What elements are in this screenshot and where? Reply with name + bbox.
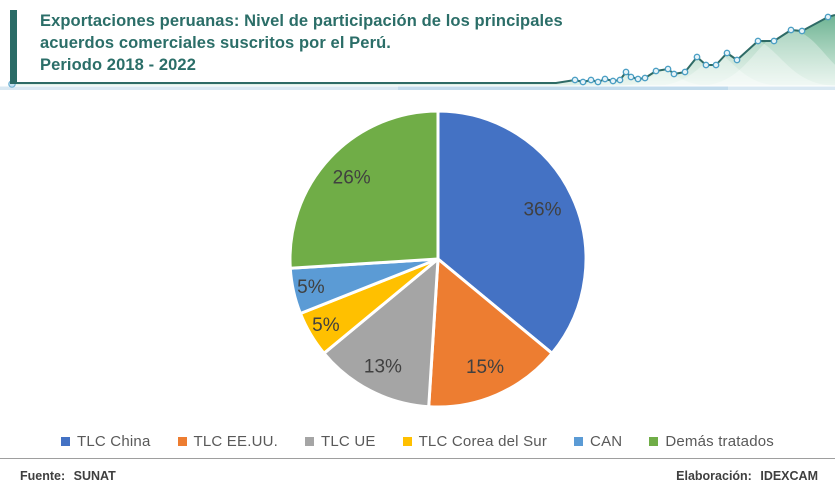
source-credit: Fuente: SUNAT bbox=[20, 469, 116, 483]
pie-chart: 36% 15% 13% 5% 5% 26% bbox=[288, 109, 588, 409]
sparkline-marker bbox=[670, 70, 678, 78]
sparkline-marker bbox=[634, 75, 642, 83]
sparkline-marker bbox=[587, 76, 595, 84]
sparkline-line bbox=[13, 14, 835, 84]
sparkline-marker bbox=[616, 76, 624, 84]
pie-data-label: 15% bbox=[466, 357, 504, 378]
sparkline-marker bbox=[798, 27, 806, 35]
legend-item-dem-s-tratados: Demás tratados bbox=[649, 433, 774, 450]
legend-label: Demás tratados bbox=[665, 432, 774, 450]
source-label: Fuente: bbox=[20, 469, 66, 483]
legend-swatch bbox=[61, 436, 70, 446]
elaboration-value: IDEXCAM bbox=[760, 469, 818, 483]
sparkline-marker bbox=[681, 68, 689, 76]
footer: Fuente: SUNAT Elaboración: IDEXCAM bbox=[20, 469, 818, 483]
sparkline-marker bbox=[787, 26, 795, 34]
sparkline-marker bbox=[664, 65, 672, 73]
pie-data-label: 13% bbox=[364, 357, 402, 378]
legend-swatch bbox=[649, 436, 659, 446]
pie-data-label: 5% bbox=[297, 277, 325, 298]
legend-item-can: CAN bbox=[574, 433, 622, 450]
sparkline-area bbox=[13, 15, 835, 86]
sparkline-marker bbox=[609, 77, 617, 85]
sparkline-marker bbox=[641, 74, 649, 82]
pie-slice-tlc-ue bbox=[322, 257, 440, 409]
legend-swatch bbox=[305, 436, 315, 446]
legend-item-tlc-ee-uu-: TLC EE.UU. bbox=[177, 432, 279, 450]
pie-slice-tlc-ee-uu- bbox=[427, 257, 554, 409]
legend-label: TLC UE bbox=[321, 432, 376, 450]
header-underline-bar-segment bbox=[398, 86, 728, 90]
pie-slice-dem-s-tratados bbox=[288, 109, 440, 270]
sparkline-marker bbox=[579, 78, 587, 86]
legend-label: CAN bbox=[590, 432, 623, 450]
sparkline-marker bbox=[571, 76, 579, 84]
sparkline-marker bbox=[693, 53, 701, 61]
bell-curve-decoration bbox=[700, 30, 835, 86]
sparkline-marker bbox=[601, 75, 609, 83]
title-line-1: Exportaciones peruanas: Nivel de partici… bbox=[40, 12, 563, 30]
pie-slice-tlc-china bbox=[436, 109, 588, 355]
sparkline-marker bbox=[824, 13, 832, 21]
chart-title: Exportaciones peruanas: Nivel de partici… bbox=[40, 10, 563, 76]
trend-sparkline-decoration bbox=[0, 13, 835, 90]
pie-data-label: 26% bbox=[333, 167, 371, 188]
legend-label: TLC EE.UU. bbox=[193, 432, 279, 450]
sparkline-marker bbox=[594, 78, 602, 86]
legend-item-tlc-corea-del-sur: TLC Corea del Sur bbox=[402, 432, 548, 450]
title-line-3: Periodo 2018 - 2022 bbox=[40, 56, 196, 74]
sparkline-marker bbox=[702, 61, 710, 69]
legend-swatch bbox=[177, 436, 187, 446]
legend-swatch bbox=[402, 436, 412, 446]
legend-swatch bbox=[574, 436, 584, 446]
pie-data-label: 5% bbox=[312, 315, 340, 336]
pie-data-label: 36% bbox=[523, 199, 561, 220]
elaboration-label: Elaboración: bbox=[676, 469, 752, 483]
footer-divider bbox=[0, 458, 835, 459]
sparkline-marker bbox=[652, 67, 660, 75]
sparkline-marker bbox=[723, 49, 731, 57]
bell-curve-decoration bbox=[655, 37, 835, 86]
sparkline-marker bbox=[622, 68, 630, 76]
title-accent-bar bbox=[10, 10, 17, 84]
legend-label: TLC Corea del Sur bbox=[418, 432, 548, 450]
source-value: SUNAT bbox=[73, 469, 116, 483]
sparkline-marker bbox=[733, 56, 741, 64]
chart-legend: TLC China TLC EE.UU. TLC UE TLC Corea del S… bbox=[0, 430, 835, 452]
legend-item-tlc-ue: TLC UE bbox=[305, 433, 376, 450]
title-line-2: acuerdos comerciales suscritos por el Pe… bbox=[40, 34, 391, 52]
elaboration-credit: Elaboración: IDEXCAM bbox=[676, 469, 818, 483]
bell-curve-decoration bbox=[620, 45, 780, 86]
sparkline-marker bbox=[712, 61, 720, 69]
legend-label: TLC China bbox=[77, 432, 151, 450]
sparkline-marker bbox=[770, 37, 778, 45]
sparkline-marker bbox=[627, 73, 635, 81]
sparkline-marker bbox=[754, 37, 762, 45]
legend-item-tlc-china: TLC China bbox=[61, 433, 151, 450]
